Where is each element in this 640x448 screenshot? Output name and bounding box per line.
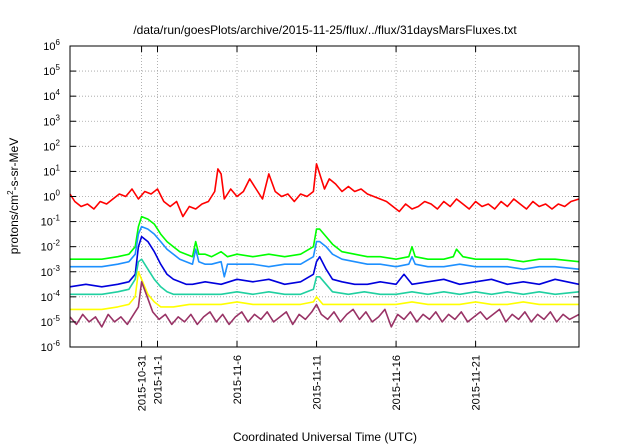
series-layer [69,163,580,328]
grid-lines [70,46,579,347]
series-line-4 [69,235,580,288]
series-line-3 [70,225,580,278]
series-line-2 [70,215,580,263]
y-tick-label: 10-2 [41,239,61,254]
y-tick-label: 105 [43,63,60,78]
x-tick-label: 2015-11-6 [232,355,244,404]
y-tick-base: 10 [41,242,53,254]
chart-title: /data/run/goesPlots/archive/2015-11-25/f… [133,23,517,37]
y-tick-base: 10 [41,342,53,354]
x-axis-label: Coordinated Universal Time (UTC) [233,430,417,444]
y-tick-base: 10 [41,317,53,329]
x-tick-label: 2015-11-11 [312,355,324,410]
y-axis-label-rest: -s-sr-MeV [7,138,21,191]
x-tick-label: 2015-11-21 [471,355,483,410]
y-tick-label: 101 [43,163,60,178]
y-tick-exponent: 4 [56,88,61,97]
x-tick-label: 2015-11-16 [391,355,403,410]
y-axis-ticks: 10-610-510-410-310-210-11001011021031041… [41,38,579,354]
y-tick-exponent: 3 [56,113,61,122]
x-tick-label: 2015-11-1 [152,355,164,404]
y-tick-base: 10 [41,217,53,229]
y-tick-exponent: 1 [56,163,61,172]
y-tick-exponent: 5 [56,63,61,72]
y-tick-base: 10 [43,66,55,78]
y-axis-label-base: protons/cm [7,195,21,254]
y-tick-base: 10 [41,292,53,304]
y-tick-label: 10-6 [41,339,61,354]
y-tick-exponent: -6 [53,339,61,348]
y-tick-label: 106 [43,38,60,53]
series-line-7 [69,280,580,328]
y-tick-label: 10-5 [41,314,61,329]
series-line-5 [70,258,580,296]
y-tick-exponent: 2 [56,138,61,147]
y-tick-base: 10 [43,141,55,153]
y-tick-exponent: -4 [53,289,61,298]
y-axis-label-sup: 2 [6,190,15,195]
series-line-1 [69,163,580,218]
y-axis-label: protons/cm2-s-sr-MeV [6,138,21,254]
y-tick-base: 10 [43,116,55,128]
y-tick-label: 102 [43,138,60,153]
y-tick-base: 10 [43,192,55,204]
y-tick-label: 103 [43,113,60,128]
y-tick-exponent: 0 [56,189,61,198]
series-line-6 [70,270,579,311]
y-tick-label: 104 [43,88,60,103]
y-tick-base: 10 [41,267,53,279]
y-tick-label: 10-1 [41,214,61,229]
y-tick-base: 10 [43,41,55,53]
y-tick-base: 10 [43,166,55,178]
y-tick-exponent: 6 [56,38,61,47]
x-axis-ticks: 2015-10-31 2015-11-1 2015-11-6 2015-11-11 20… [137,46,483,411]
y-tick-label: 100 [43,189,60,204]
y-tick-label: 10-4 [41,289,61,304]
y-tick-base: 10 [43,91,55,103]
y-tick-label: 10-3 [41,264,61,279]
y-tick-exponent: -3 [53,264,61,273]
y-tick-exponent: -1 [53,214,61,223]
x-tick-label: 2015-10-31 [137,355,149,411]
y-tick-exponent: -2 [53,239,61,248]
y-tick-exponent: -5 [53,314,61,323]
